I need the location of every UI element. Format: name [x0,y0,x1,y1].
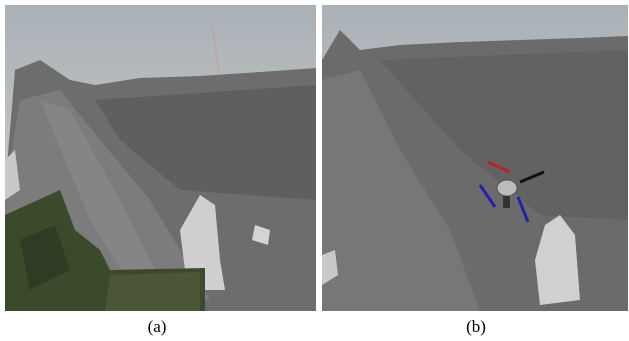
caption: (a) [148,317,167,336]
caption: (b) [466,317,486,336]
figure: (a) (b) [0,0,629,341]
render-b [322,5,628,311]
render-a [5,5,316,311]
